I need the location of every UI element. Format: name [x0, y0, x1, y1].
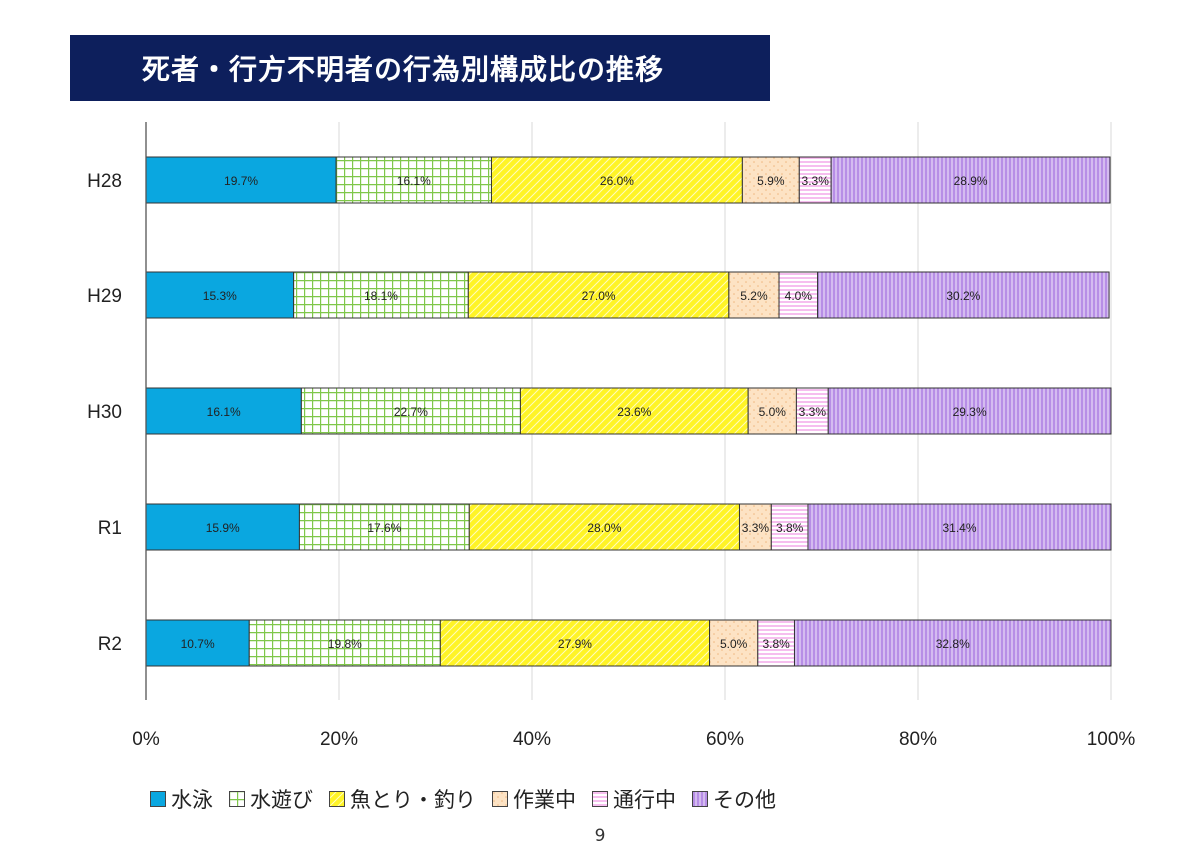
- y-category-label: R2: [98, 634, 122, 655]
- bar-segment: [145, 503, 300, 551]
- legend-item: 魚とり・釣り: [329, 784, 476, 814]
- x-tick-label: 60%: [706, 729, 744, 750]
- data-label: 15.9%: [206, 521, 240, 535]
- data-label: 18.1%: [364, 289, 398, 303]
- legend-label: 通行中: [613, 788, 676, 812]
- x-tick-label: 40%: [513, 729, 551, 750]
- legend-swatch: [329, 791, 345, 807]
- bar-segment: [300, 387, 521, 435]
- legend-label: その他: [713, 788, 776, 812]
- bar-segment: [145, 271, 295, 319]
- legend-swatch: [150, 791, 166, 807]
- data-label: 32.8%: [936, 637, 970, 651]
- x-tick-label: 100%: [1087, 729, 1136, 750]
- legend-swatch: [692, 791, 708, 807]
- legend-label: 水泳: [171, 788, 213, 812]
- bar-segment: [490, 156, 743, 204]
- data-label: 29.3%: [953, 405, 987, 419]
- data-label: 5.0%: [759, 405, 787, 419]
- x-tick-label: 0%: [132, 729, 160, 750]
- data-label: 3.8%: [776, 521, 804, 535]
- data-label: 27.0%: [582, 289, 616, 303]
- legend-swatch: [229, 791, 245, 807]
- bar-segment: [335, 156, 492, 204]
- data-label: 16.1%: [397, 174, 431, 188]
- bar-segment: [793, 619, 1112, 667]
- legend-swatch: [592, 791, 608, 807]
- legend-item: 水遊び: [229, 784, 313, 814]
- data-label: 5.9%: [757, 174, 785, 188]
- bar-segment: [468, 503, 740, 551]
- data-label: 30.2%: [946, 289, 980, 303]
- chart-title-banner: 死者・行方不明者の行為別構成比の推移: [70, 35, 770, 101]
- data-label: 3.3%: [799, 405, 827, 419]
- data-label: 22.7%: [394, 405, 428, 419]
- bar-segment: [770, 503, 809, 551]
- bar-segment: [817, 271, 1110, 319]
- page-number: 9: [594, 826, 606, 846]
- legend-label: 作業中: [513, 788, 576, 812]
- data-label: 3.8%: [762, 637, 790, 651]
- data-label: 27.9%: [558, 637, 592, 651]
- bar-segment: [248, 619, 441, 667]
- x-tick-label: 80%: [899, 729, 937, 750]
- data-label: 15.3%: [203, 289, 237, 303]
- bar-segment: [807, 503, 1112, 551]
- bar-segment: [728, 271, 780, 319]
- data-label: 28.0%: [587, 521, 621, 535]
- legend-item: 作業中: [492, 784, 576, 814]
- bar-segment: [519, 387, 749, 435]
- data-label: 19.8%: [328, 637, 362, 651]
- bar-segment: [798, 156, 832, 204]
- data-label: 16.1%: [207, 405, 241, 419]
- y-category-label: H28: [87, 171, 122, 192]
- data-label: 3.3%: [742, 521, 770, 535]
- data-label: 5.0%: [720, 637, 748, 651]
- bar-segment: [795, 387, 829, 435]
- bar-segment: [778, 271, 819, 319]
- data-label: 4.0%: [785, 289, 813, 303]
- bar-segment: [827, 387, 1112, 435]
- x-tick-label: 20%: [320, 729, 358, 750]
- bar-segment: [145, 619, 250, 667]
- bar-segment: [757, 619, 795, 667]
- bar-segment: [738, 503, 772, 551]
- data-label: 17.6%: [367, 521, 401, 535]
- bar-segment: [145, 387, 302, 435]
- legend-swatch: [492, 791, 508, 807]
- bar-segment: [741, 156, 800, 204]
- data-label: 26.0%: [600, 174, 634, 188]
- legend-label: 魚とり・釣り: [350, 788, 476, 812]
- bar-segment: [747, 387, 797, 435]
- chart-title: 死者・行方不明者の行為別構成比の推移: [142, 53, 665, 86]
- bar-segment: [145, 156, 337, 204]
- bar-segment: [298, 503, 470, 551]
- legend-item: 通行中: [592, 784, 676, 814]
- data-label: 28.9%: [954, 174, 988, 188]
- legend-item: 水泳: [150, 784, 213, 814]
- y-category-label: H30: [87, 402, 122, 423]
- legend-item: その他: [692, 784, 776, 814]
- legend-label: 水遊び: [250, 788, 313, 812]
- bar-segment: [467, 271, 730, 319]
- bar-segment: [439, 619, 711, 667]
- data-label: 5.2%: [740, 289, 768, 303]
- data-label: 19.7%: [224, 174, 258, 188]
- chart-legend: 水泳 水遊び 魚とり・釣り 作業中 通行中 その他: [150, 784, 792, 814]
- data-label: 31.4%: [942, 521, 976, 535]
- y-category-label: H29: [87, 286, 122, 307]
- bar-segment: [830, 156, 1111, 204]
- y-category-label: R1: [98, 518, 122, 539]
- data-label: 3.3%: [802, 174, 830, 188]
- data-label: 10.7%: [181, 637, 215, 651]
- data-label: 23.6%: [617, 405, 651, 419]
